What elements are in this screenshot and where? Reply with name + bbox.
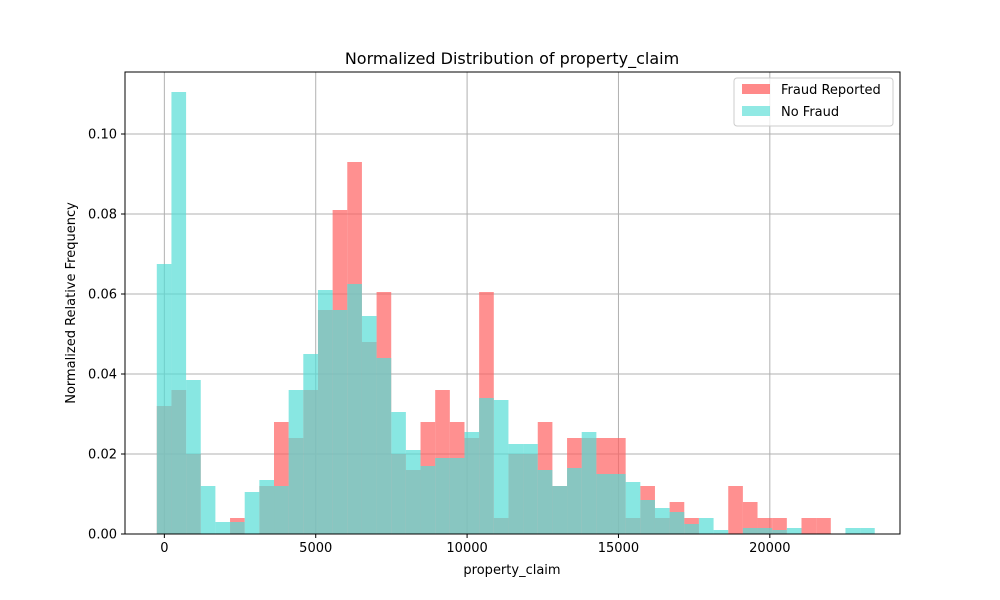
series-no-fraud xyxy=(156,92,875,534)
bar-no-fraud xyxy=(640,500,655,534)
bar-no-fraud xyxy=(317,290,333,534)
y-axis-label: Normalized Relative Frequency xyxy=(64,202,79,404)
bar-no-fraud xyxy=(860,528,875,534)
grid-lines xyxy=(125,72,900,535)
bar-no-fraud xyxy=(230,522,245,534)
chart-title: Normalized Distribution of property_clai… xyxy=(345,49,679,69)
bar-no-fraud xyxy=(186,380,201,534)
bar-no-fraud xyxy=(698,518,714,534)
bar-no-fraud xyxy=(625,482,641,534)
bar-no-fraud xyxy=(772,530,787,534)
bar-fraud-reported xyxy=(742,502,758,534)
bar-no-fraud xyxy=(449,458,465,534)
bar-no-fraud xyxy=(537,470,553,534)
x-tick-label: 10000 xyxy=(446,541,487,556)
bar-no-fraud xyxy=(215,522,231,534)
bar-no-fraud xyxy=(742,528,758,534)
bar-no-fraud xyxy=(171,92,187,534)
bar-no-fraud xyxy=(479,398,494,534)
bar-no-fraud xyxy=(200,486,216,534)
y-tick-label: 0.04 xyxy=(88,368,117,383)
bar-no-fraud xyxy=(581,432,597,534)
legend-swatch-fraud-reported xyxy=(742,84,770,94)
bar-no-fraud xyxy=(684,524,699,534)
x-tick-label: 0 xyxy=(160,541,168,556)
bar-fraud-reported xyxy=(816,518,831,534)
x-tick-label: 15000 xyxy=(598,541,639,556)
bar-no-fraud xyxy=(420,466,436,534)
bar-no-fraud xyxy=(552,486,568,534)
bar-no-fraud xyxy=(757,528,773,534)
bar-no-fraud xyxy=(845,528,861,534)
bar-no-fraud xyxy=(435,458,450,534)
bar-no-fraud xyxy=(156,264,172,534)
bar-no-fraud xyxy=(596,474,612,534)
bar-no-fraud xyxy=(259,480,275,534)
bar-no-fraud xyxy=(347,284,362,534)
bar-no-fraud xyxy=(391,412,406,534)
plot-frame xyxy=(124,71,901,535)
legend-label-no-fraud: No Fraud xyxy=(781,105,839,120)
legend: Fraud Reported No Fraud xyxy=(733,77,894,127)
bar-no-fraud xyxy=(288,390,304,534)
y-tick-label: 0.08 xyxy=(88,208,117,223)
bar-no-fraud xyxy=(244,492,260,534)
bar-no-fraud xyxy=(376,358,392,534)
bar-no-fraud xyxy=(332,310,348,534)
bar-no-fraud xyxy=(669,512,685,534)
bar-no-fraud xyxy=(303,354,318,534)
y-tick-label: 0.10 xyxy=(88,128,117,143)
x-tick-label: 5000 xyxy=(299,541,332,556)
bar-no-fraud xyxy=(786,528,802,534)
bar-no-fraud xyxy=(361,316,377,534)
bar-no-fraud xyxy=(611,474,626,534)
bar-no-fraud xyxy=(654,508,670,534)
x-axis-label: property_claim xyxy=(463,563,560,578)
bar-no-fraud xyxy=(523,444,538,534)
bar-fraud-reported xyxy=(801,518,817,534)
legend-label-fraud-reported: Fraud Reported xyxy=(781,83,881,98)
bar-no-fraud xyxy=(713,530,729,534)
bar-no-fraud xyxy=(567,468,582,534)
x-tick-label: 20000 xyxy=(749,541,790,556)
bar-no-fraud xyxy=(508,444,524,534)
axis-ticks: 0 5000 10000 15000 20000 0.00 0.02 0.04 0.06 0.08… xyxy=(88,128,790,557)
histogram-bars xyxy=(156,92,875,534)
legend-box xyxy=(733,77,894,127)
y-tick-label: 0.00 xyxy=(88,528,117,543)
bar-fraud-reported xyxy=(728,486,743,534)
y-tick-label: 0.06 xyxy=(88,288,117,303)
bar-no-fraud xyxy=(493,400,509,534)
bar-no-fraud xyxy=(274,486,289,534)
y-tick-label: 0.02 xyxy=(88,448,117,463)
legend-swatch-no-fraud xyxy=(742,106,770,116)
bar-no-fraud xyxy=(464,432,480,534)
bar-no-fraud xyxy=(405,450,421,534)
